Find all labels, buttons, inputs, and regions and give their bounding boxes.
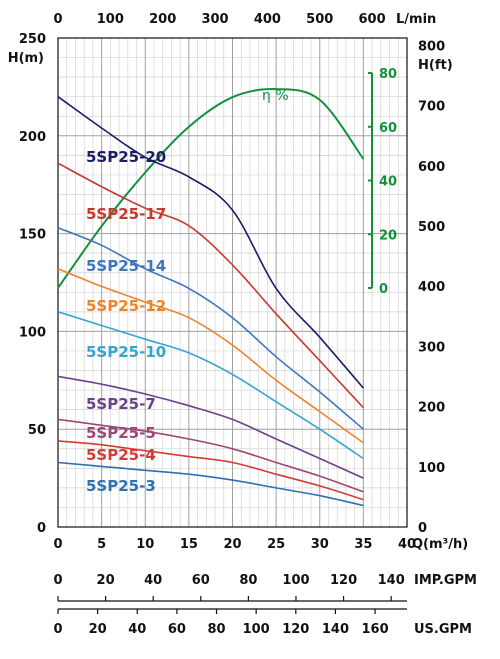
efficiency-tick-label: 40 xyxy=(379,175,397,190)
y-right-tick-label: 400 xyxy=(418,280,445,295)
top-tick-label: 100 xyxy=(97,12,124,27)
series-label: 5SP25-17 xyxy=(86,205,166,223)
top-tick-label: 200 xyxy=(149,12,176,27)
x-tick-label: 15 xyxy=(180,537,198,552)
efficiency-tick-label: 20 xyxy=(379,228,397,243)
series-label: 5SP25-14 xyxy=(86,257,166,275)
x-tick-label: 30 xyxy=(311,537,329,552)
efficiency-curve-label: η % xyxy=(262,88,289,104)
head-curve xyxy=(57,162,364,409)
us-gpm-tick-label: 20 xyxy=(89,622,107,637)
head-curve xyxy=(57,311,364,460)
imp-gpm-tick-label: 140 xyxy=(378,573,405,588)
imp-gpm-tick-label: 0 xyxy=(53,573,62,588)
y-right-tick-label: 0 xyxy=(418,521,427,536)
series-label: 5SP25-12 xyxy=(86,297,166,315)
y-right-tick-label: 200 xyxy=(418,401,445,416)
y-right-tick-label: 100 xyxy=(418,461,445,476)
top-tick-label: 500 xyxy=(306,12,333,27)
y-left-axis-label: H(m) xyxy=(8,51,44,66)
x-tick-label: 40 xyxy=(398,537,416,552)
y-right-tick-label: 700 xyxy=(418,100,445,115)
series-label: 5SP25-20 xyxy=(86,148,166,166)
y-left-tick-label: 100 xyxy=(19,325,46,340)
series-label: 5SP25-10 xyxy=(86,343,166,361)
y-right-tick-label: 800 xyxy=(418,39,445,54)
top-tick-label: 0 xyxy=(53,12,62,27)
x-tick-label: 10 xyxy=(136,537,154,552)
us-gpm-tick-label: 140 xyxy=(322,622,349,637)
y-left-tick-label: 250 xyxy=(19,32,46,47)
us-gpm-tick-label: 40 xyxy=(128,622,146,637)
efficiency-tick-label: 60 xyxy=(379,121,397,136)
top-tick-label: 400 xyxy=(254,12,281,27)
y-left-tick-label: 50 xyxy=(28,423,46,438)
head-curve xyxy=(57,418,364,493)
us-gpm-tick-label: 60 xyxy=(168,622,186,637)
imp-gpm-axis-label: IMP.GPM xyxy=(414,573,477,588)
head-curve xyxy=(57,440,364,501)
efficiency-tick-label: 80 xyxy=(379,67,397,82)
y-right-tick-label: 300 xyxy=(418,340,445,355)
imp-gpm-tick-label: 60 xyxy=(192,573,210,588)
x-axis-label: Q(m³/h) xyxy=(412,537,468,552)
y-left-tick-label: 200 xyxy=(19,130,46,145)
series-label: 5SP25-4 xyxy=(86,446,156,464)
x-tick-label: 5 xyxy=(97,537,106,552)
y-left-tick-label: 150 xyxy=(19,228,46,243)
x-tick-label: 0 xyxy=(53,537,62,552)
top-tick-label: 300 xyxy=(201,12,228,27)
plot-frame xyxy=(57,37,408,528)
imp-gpm-tick-label: 100 xyxy=(282,573,309,588)
series-label: 5SP25-3 xyxy=(86,477,156,495)
top-axis-label: L/min xyxy=(396,12,436,27)
head-curve xyxy=(57,461,364,507)
head-curve xyxy=(57,268,364,444)
imp-gpm-tick-label: 80 xyxy=(239,573,257,588)
efficiency-tick-label: 0 xyxy=(379,282,388,297)
imp-gpm-tick-label: 20 xyxy=(97,573,115,588)
y-left-tick-label: 0 xyxy=(37,521,46,536)
imp-gpm-tick-label: 40 xyxy=(144,573,162,588)
y-right-tick-label: 600 xyxy=(418,160,445,175)
head-curve xyxy=(57,96,365,389)
x-tick-label: 20 xyxy=(223,537,241,552)
us-gpm-axis-label: US.GPM xyxy=(414,622,472,637)
curves xyxy=(57,88,365,507)
efficiency-curve xyxy=(57,88,365,289)
x-tick-label: 35 xyxy=(354,537,372,552)
us-gpm-tick-label: 100 xyxy=(243,622,270,637)
series-label: 5SP25-5 xyxy=(86,424,156,442)
y-right-axis-label: H(ft) xyxy=(418,58,453,73)
top-tick-label: 600 xyxy=(359,12,386,27)
series-label: 5SP25-7 xyxy=(86,395,156,413)
imp-gpm-tick-label: 120 xyxy=(330,573,357,588)
us-gpm-tick-label: 80 xyxy=(207,622,225,637)
us-gpm-tick-label: 0 xyxy=(53,622,62,637)
labels: η % 5SP25-20 5SP25-17 5SP25-14 5SP25-12 5SP25… xyxy=(86,88,289,495)
axes: 0 5 10 15 20 25 30 35 40Q(m³/h)0 100 200 300 400 500 6… xyxy=(8,12,469,552)
head-curve xyxy=(57,375,364,479)
us-gpm-tick-label: 160 xyxy=(361,622,388,637)
x-tick-label: 25 xyxy=(267,537,285,552)
y-right-tick-label: 500 xyxy=(418,220,445,235)
gpm-scales: 0 20 40 60 80 100 120 140 IMP.GPM 0 20 40 60 80 100 120… xyxy=(53,573,477,637)
us-gpm-tick-label: 120 xyxy=(282,622,309,637)
head-curve xyxy=(57,226,364,430)
